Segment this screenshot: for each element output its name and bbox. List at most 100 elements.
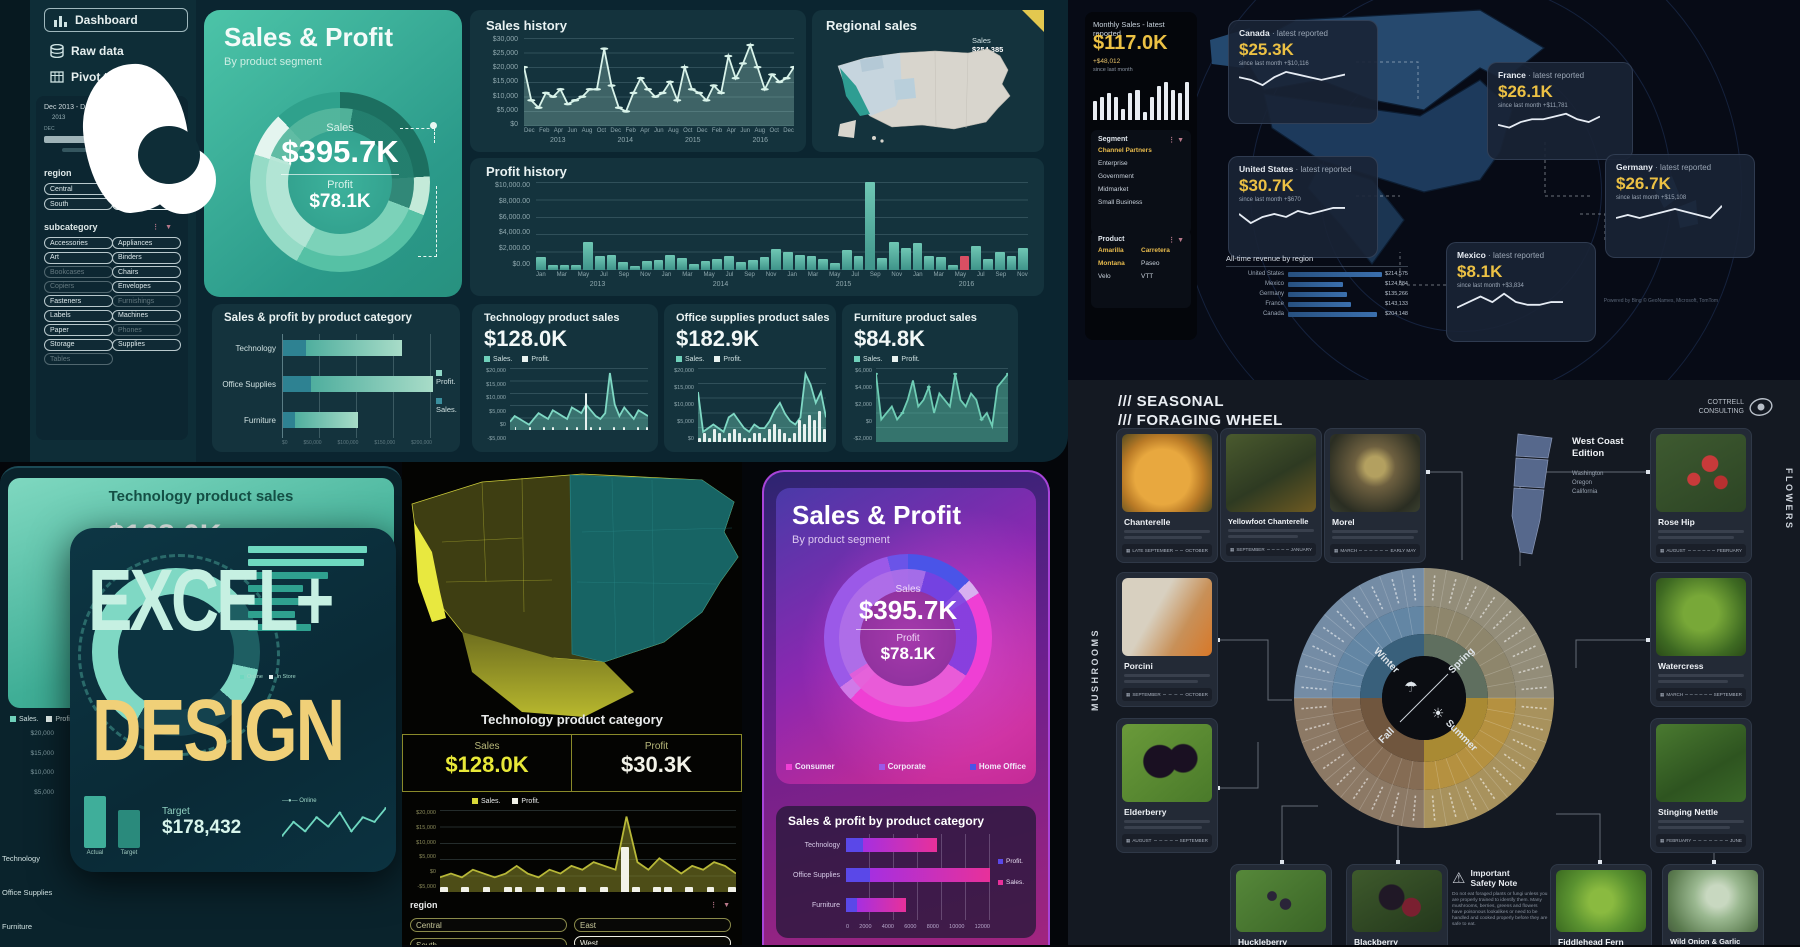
- forage-card-blackberry[interactable]: Blackberry: [1346, 864, 1448, 945]
- subcategory-option[interactable]: Copiers: [44, 280, 113, 293]
- subcategory-option[interactable]: Appliances: [112, 237, 181, 249]
- sidebar-item-raw-data[interactable]: Raw data: [50, 44, 124, 58]
- forage-card-rosehip[interactable]: Rose Hip ▦ AUGUST FEBRUARY: [1650, 428, 1752, 563]
- category-label: Technology: [2, 854, 40, 863]
- subcategory-option[interactable]: Bookcases: [44, 266, 113, 278]
- hbar-row[interactable]: [846, 868, 990, 882]
- filter-icons[interactable]: ⋮ ▼: [710, 902, 732, 909]
- furniture-area: [876, 372, 1008, 442]
- country-delta: since last month +$11,781: [1498, 103, 1568, 109]
- country-card-mexico[interactable]: Mexico · latest reported $8.1K since las…: [1446, 242, 1596, 342]
- subcategory-option[interactable]: Chairs: [112, 266, 181, 278]
- subcategory-option[interactable]: Accessories: [44, 237, 113, 249]
- plot-area[interactable]: [510, 368, 649, 430]
- category-bar-card: Sales & profit by product category Techn…: [212, 304, 460, 452]
- mexico-sparkline: [1455, 292, 1565, 308]
- sales-value: $395.7K: [858, 595, 958, 625]
- subcategory-option[interactable]: Fasteners: [44, 295, 113, 307]
- legend: Sales. Profit.: [854, 356, 920, 363]
- us-map[interactable]: [830, 36, 1022, 146]
- hbar-row[interactable]: [283, 340, 433, 356]
- region-option[interactable]: South: [410, 938, 567, 945]
- region-option[interactable]: Central: [410, 918, 567, 932]
- profit-bar: [846, 898, 857, 912]
- purple-donut[interactable]: [824, 554, 992, 722]
- sidebar-item-dashboard[interactable]: Dashboard: [44, 8, 188, 32]
- office-profit-bars: [698, 410, 826, 442]
- hbar-row[interactable]: [283, 376, 433, 392]
- subcategory-option[interactable]: Tables: [44, 353, 113, 365]
- forage-card-morel[interactable]: Morel ▦ MARCH EARLY MAY: [1324, 428, 1426, 563]
- subcategory-option[interactable]: Envelopes: [112, 280, 181, 293]
- slicer-option[interactable]: Government: [1098, 173, 1134, 180]
- slicer-option[interactable]: Channel Partners: [1098, 147, 1152, 154]
- category-label: Furniture: [811, 902, 840, 909]
- slicer-option[interactable]: VTT: [1141, 273, 1154, 280]
- brand-name: COTTRELL CONSULTING: [1698, 399, 1744, 415]
- x-axis: 0 2000 4000 6000 8000 10000 12000: [846, 924, 990, 930]
- subcategory-option[interactable]: Phones: [112, 324, 181, 336]
- filter-icons[interactable]: ⋮ ▼: [1168, 137, 1184, 144]
- sales-label: Sales: [326, 122, 354, 134]
- plot-area[interactable]: [876, 368, 1008, 442]
- forage-card-chanterelle[interactable]: Chanterelle ▦ LATE SEPTEMBER OCTOBER: [1116, 428, 1218, 563]
- forage-card-wildonion[interactable]: Wild Onion & Garlic: [1662, 864, 1764, 945]
- wildonion-photo: [1668, 870, 1758, 932]
- date-slider-handle[interactable]: [44, 136, 102, 143]
- subcategory-option[interactable]: Furnishings: [112, 295, 181, 307]
- office-area: [698, 368, 826, 442]
- slicer-option[interactable]: Midmarket: [1098, 186, 1129, 193]
- season-range: ▦ AUGUST FEBRUARY: [1656, 544, 1746, 557]
- country-card-france[interactable]: France · latest reported $26.1K since la…: [1487, 62, 1633, 160]
- forage-card-watercress[interactable]: Watercress ▦ MARCH SEPTEMBER: [1650, 572, 1752, 707]
- forage-card-huckleberry[interactable]: Huckleberry: [1230, 864, 1332, 945]
- hbar-row[interactable]: [283, 412, 433, 428]
- country-card-us[interactable]: United States · latest reported $30.7K s…: [1228, 156, 1378, 258]
- season-range: ▦ MARCH SEPTEMBER: [1656, 688, 1746, 701]
- panel-title: All-time revenue by region: [1226, 254, 1408, 267]
- filter-icons[interactable]: ⋮ ▼: [152, 224, 174, 231]
- region-option[interactable]: West: [574, 936, 731, 945]
- subcategory-option[interactable]: Art: [44, 251, 113, 264]
- slicer-option[interactable]: Montana: [1098, 260, 1125, 267]
- forage-card-yellowfoot[interactable]: Yellowfoot Chanterelle ▦ SEPTEMBER JANUARY: [1220, 428, 1322, 562]
- plot-area[interactable]: [524, 38, 794, 126]
- forage-card-fiddlehead[interactable]: Fiddlehead Fern: [1550, 864, 1652, 945]
- subcategory-option[interactable]: Binders: [112, 251, 181, 264]
- region-option[interactable]: South: [44, 198, 113, 210]
- sales-profit-donut[interactable]: [250, 92, 430, 272]
- slicer-option[interactable]: Velo: [1098, 273, 1111, 280]
- plot-area[interactable]: [536, 182, 1029, 270]
- kpi-delta: +$48,012: [1093, 58, 1121, 65]
- forage-card-elderberry[interactable]: Elderberry ▦ AUGUST SEPTEMBER: [1116, 718, 1218, 853]
- plot-area[interactable]: [698, 368, 826, 442]
- slicer-option[interactable]: Amarilla: [1098, 247, 1124, 254]
- subcategory-option[interactable]: Supplies: [112, 338, 181, 351]
- forage-card-nettle[interactable]: Stinging Nettle ▦ FEBRUARY JUNE: [1650, 718, 1752, 853]
- nettle-photo: [1656, 724, 1746, 802]
- subcategory-option[interactable]: Storage: [44, 338, 113, 351]
- plot-area[interactable]: [440, 810, 736, 892]
- olive-dashboard: Technology product category Sales $128.0…: [402, 462, 742, 945]
- country-card-germany[interactable]: Germany · latest reported $26.7K since l…: [1605, 154, 1755, 258]
- filter-icons[interactable]: ⋮ ▼: [1168, 237, 1184, 244]
- region-option[interactable]: East: [574, 918, 731, 932]
- season-range: ▦ SEPTEMBER OCTOBER: [1122, 688, 1212, 701]
- slicer-option[interactable]: Enterprise: [1098, 160, 1128, 167]
- hbar-row[interactable]: [846, 838, 990, 852]
- subcategory-option[interactable]: Labels: [44, 309, 113, 322]
- forage-card-porcini[interactable]: Porcini ▦ SEPTEMBER OCTOBER: [1116, 572, 1218, 707]
- country-value: $26.1K: [1498, 82, 1553, 101]
- slicer-option[interactable]: Paseo: [1141, 260, 1160, 267]
- eye-logo-icon: [1749, 398, 1773, 416]
- season-range: ▦ FEBRUARY JUNE: [1656, 834, 1746, 847]
- profit-label: Profit: [896, 633, 920, 644]
- subcategory-option[interactable]: Machines: [112, 309, 181, 322]
- hbar-row[interactable]: [846, 898, 990, 912]
- country-card-canada[interactable]: Canada · latest reported $25.3K since la…: [1228, 20, 1378, 124]
- logo-sparkline: [280, 807, 388, 837]
- subcategory-option[interactable]: Paper: [44, 324, 113, 336]
- slicer-option[interactable]: Carretera: [1141, 247, 1170, 254]
- slicer-option[interactable]: Small Business: [1098, 199, 1143, 206]
